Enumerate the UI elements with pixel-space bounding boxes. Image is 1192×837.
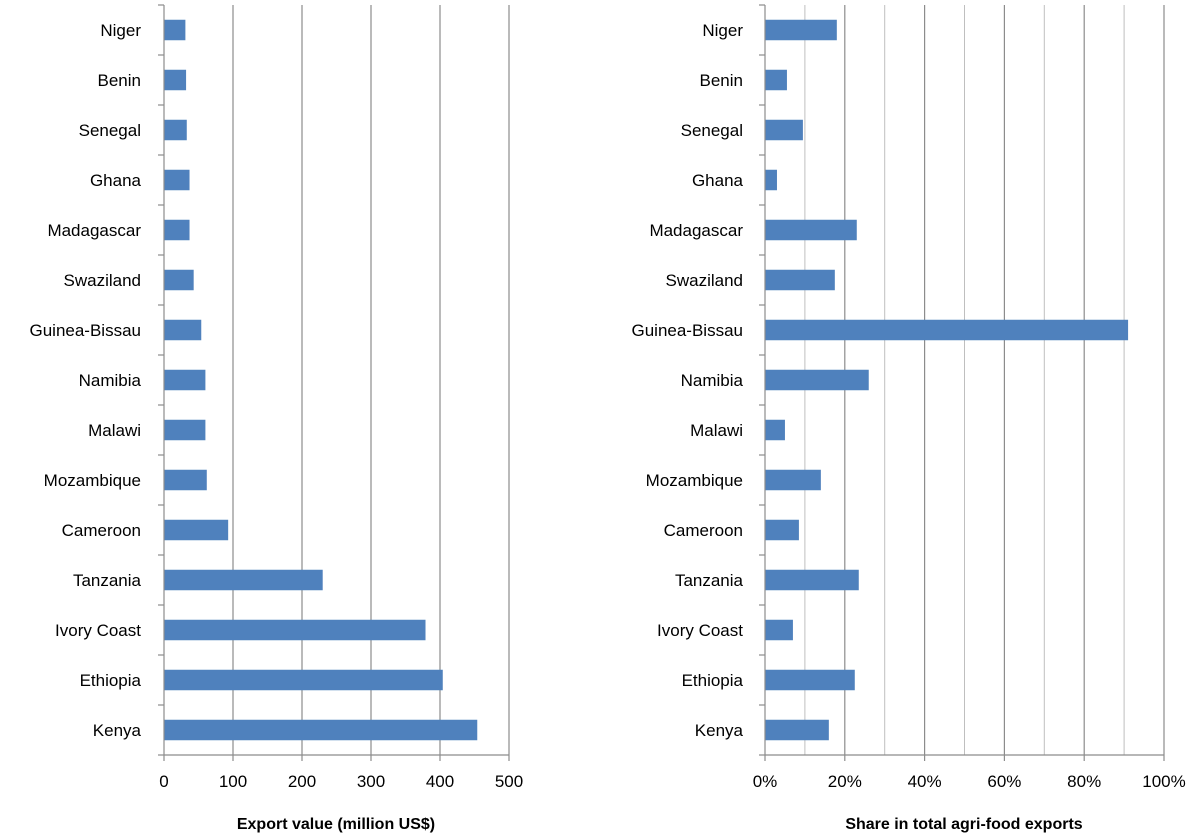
bar-mozambique (765, 469, 821, 491)
category-label: Benin (98, 71, 141, 90)
category-label: Ghana (90, 171, 142, 190)
bar-swaziland (765, 269, 835, 291)
bar-malawi (164, 419, 206, 441)
category-label: Namibia (79, 371, 142, 390)
bar-niger (164, 19, 186, 41)
x-tick-label: 80% (1067, 772, 1101, 791)
bar-tanzania (164, 569, 323, 591)
bar-namibia (765, 369, 869, 391)
bar-tanzania (765, 569, 859, 591)
x-tick-label: 20% (828, 772, 862, 791)
bar-guinea-bissau (164, 319, 202, 341)
x-tick-label: 500 (495, 772, 523, 791)
bar-swaziland (164, 269, 194, 291)
chart-right-export-share: 0% 20% 40% 60% 80% 100% Niger Benin Senegal Ghana… (631, 4, 1186, 833)
category-label: Ghana (692, 171, 744, 190)
category-label: Malawi (88, 421, 141, 440)
bar-benin (164, 69, 187, 91)
x-tick-label: 100% (1142, 772, 1185, 791)
category-label: Ivory Coast (657, 621, 743, 640)
bar-benin (765, 69, 787, 91)
bar-cameroon (765, 519, 799, 541)
category-label: Malawi (690, 421, 743, 440)
category-label: Niger (702, 21, 743, 40)
category-label: Senegal (681, 121, 743, 140)
category-label: Guinea-Bissau (631, 321, 743, 340)
category-label: Mozambique (44, 471, 141, 490)
bar-mozambique (164, 469, 207, 491)
bar-ethiopia (765, 669, 855, 691)
x-tick-label: 300 (357, 772, 385, 791)
x-tick-label: 100 (219, 772, 247, 791)
category-label: Guinea-Bissau (29, 321, 141, 340)
category-label: Madagascar (649, 221, 743, 240)
bar-senegal (164, 119, 187, 141)
category-label: Ivory Coast (55, 621, 141, 640)
bar-guinea-bissau (765, 319, 1129, 341)
category-label: Mozambique (646, 471, 743, 490)
x-axis-title: Export value (million US$) (237, 816, 435, 833)
category-label: Niger (100, 21, 141, 40)
bar-madagascar (765, 219, 857, 241)
bar-niger (765, 19, 837, 41)
bar-senegal (765, 119, 803, 141)
x-axis-title: Share in total agri-food exports (845, 816, 1082, 833)
x-tick-label: 40% (908, 772, 942, 791)
category-label: Swaziland (666, 271, 744, 290)
x-tick-label: 0 (159, 772, 168, 791)
category-label: Kenya (93, 721, 142, 740)
category-label: Benin (700, 71, 743, 90)
bar-kenya (164, 719, 478, 741)
bar-kenya (765, 719, 829, 741)
x-tick-label: 0% (753, 772, 778, 791)
bar-ivory-coast (765, 619, 793, 641)
category-label: Madagascar (47, 221, 141, 240)
category-label: Tanzania (73, 571, 142, 590)
x-tick-label: 60% (987, 772, 1021, 791)
category-label: Ethiopia (80, 671, 142, 690)
bar-madagascar (164, 219, 190, 241)
bar-ghana (164, 169, 190, 191)
category-label: Tanzania (675, 571, 744, 590)
category-label: Swaziland (64, 271, 142, 290)
bar-cameroon (164, 519, 229, 541)
bar-namibia (164, 369, 206, 391)
category-label: Namibia (681, 371, 744, 390)
bar-ghana (765, 169, 777, 191)
x-tick-label: 400 (426, 772, 454, 791)
bar-ethiopia (164, 669, 443, 691)
chart-left-export-value: 0 100 200 300 400 500 Niger Benin Senegal Ghana Ma… (29, 4, 523, 833)
bar-ivory-coast (164, 619, 426, 641)
bar-malawi (765, 419, 785, 441)
category-label: Senegal (79, 121, 141, 140)
x-tick-label: 200 (288, 772, 316, 791)
category-label: Cameroon (62, 521, 141, 540)
category-label: Kenya (695, 721, 744, 740)
category-label: Cameroon (664, 521, 743, 540)
category-label: Ethiopia (682, 671, 744, 690)
